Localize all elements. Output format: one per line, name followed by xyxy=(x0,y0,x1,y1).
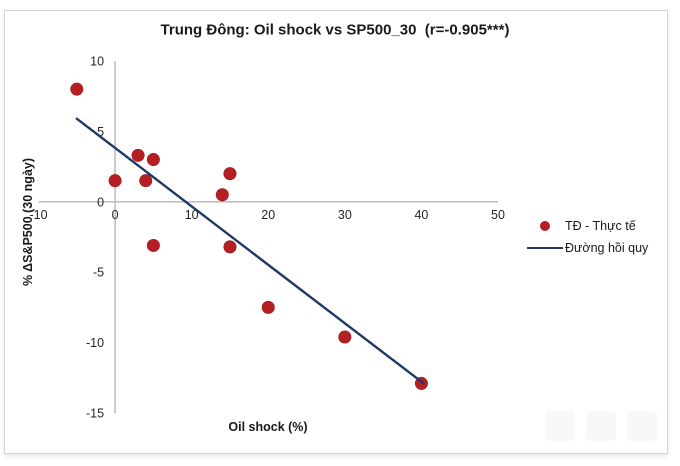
legend: TĐ - Thực tế Đường hồi quy xyxy=(527,217,648,257)
data-point xyxy=(146,153,160,167)
y-axis-title: % ΔS&P500 (30 ngày) xyxy=(21,157,35,287)
data-point xyxy=(223,167,237,181)
x-axis-title: Oil shock (%) xyxy=(228,420,308,434)
x-tick-label: 30 xyxy=(338,208,352,222)
data-point xyxy=(131,148,145,162)
watermark xyxy=(545,411,657,441)
y-tick-label: -10 xyxy=(86,336,104,350)
data-point xyxy=(215,188,229,202)
data-point xyxy=(108,174,122,188)
axes-layer xyxy=(38,61,498,413)
data-point xyxy=(139,174,153,188)
y-tick-label: 0 xyxy=(97,195,104,209)
x-tick-label: 50 xyxy=(491,208,505,222)
y-tick-label: -5 xyxy=(93,266,104,280)
y-tick-label: 5 xyxy=(97,125,104,139)
y-tick-label: -15 xyxy=(86,407,104,421)
data-point xyxy=(70,82,84,96)
legend-item-line: Đường hồi quy xyxy=(527,239,648,257)
x-tick-label: 20 xyxy=(261,208,275,222)
data-point xyxy=(223,240,237,254)
line-marker-icon xyxy=(527,247,563,249)
x-tick-label: -10 xyxy=(29,208,47,222)
data-point xyxy=(146,238,160,252)
data-point xyxy=(338,330,352,344)
watermark-block-icon xyxy=(545,411,575,441)
series-layer xyxy=(70,82,428,390)
legend-label-scatter: TĐ - Thực tế xyxy=(565,219,636,233)
regression-line xyxy=(75,117,425,385)
x-tick-label: 0 xyxy=(112,208,119,222)
legend-item-scatter: TĐ - Thực tế xyxy=(527,217,648,235)
tick-labels-layer: -10 0 10 20 30 40 50 -15 -10 -5 0 5 10 xyxy=(29,55,505,421)
data-point xyxy=(261,300,275,314)
x-tick-label: 10 xyxy=(185,208,199,222)
chart-title: Trung Đông: Oil shock vs SP500_30 (r=-0.… xyxy=(160,21,510,39)
x-tick-label: 40 xyxy=(414,208,428,222)
watermark-block-icon xyxy=(586,411,616,441)
watermark-block-icon xyxy=(627,411,657,441)
y-tick-label: 10 xyxy=(90,55,104,69)
legend-label-line: Đường hồi quy xyxy=(565,241,649,255)
scatter-marker-icon xyxy=(540,221,550,231)
